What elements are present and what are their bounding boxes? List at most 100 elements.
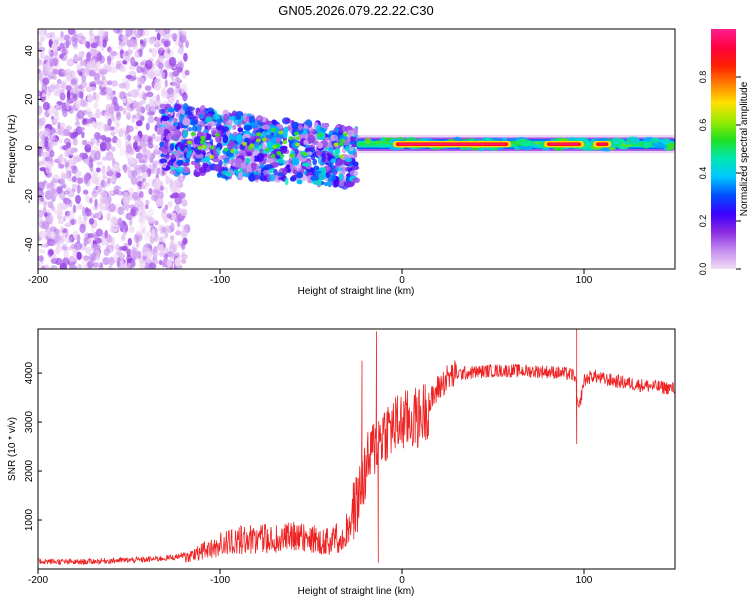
heatmap-cell [338, 173, 344, 182]
heatmap-cell [166, 87, 174, 95]
heatmap-cell [40, 243, 48, 248]
heatmap-cell [57, 202, 64, 212]
heatmap-cell [122, 59, 128, 65]
heatmap-cell [98, 202, 104, 210]
heatmap-cell [83, 174, 89, 184]
heatmap-cell [122, 195, 130, 206]
spectrogram-x-tick-label: 100 [576, 275, 593, 286]
heatmap-cell [70, 243, 78, 250]
heatmap-cell [66, 170, 70, 180]
heatmap-cell [69, 218, 77, 225]
heatmap-cell [131, 170, 138, 178]
heatmap-cell [197, 145, 203, 150]
heatmap-cell [233, 169, 239, 174]
heatmap-cell [57, 178, 65, 185]
heatmap-cell [171, 32, 178, 41]
heatmap-cell [94, 35, 101, 40]
heatmap-cell [181, 251, 186, 257]
heatmap-cell [256, 153, 264, 162]
heatmap-cell [170, 143, 175, 151]
spectrogram-y-tick-label: 20 [24, 93, 35, 105]
heatmap-cell [38, 209, 44, 218]
heatmap-cell [65, 142, 72, 149]
heatmap-cell [61, 79, 68, 84]
heatmap-cell [173, 204, 181, 215]
heatmap-cell [150, 37, 156, 44]
heatmap-cell [142, 93, 147, 101]
heatmap-cell [134, 199, 140, 205]
heatmap-cell [291, 121, 300, 130]
heatmap-cell [110, 227, 119, 233]
heatmap-cell [125, 144, 133, 154]
heatmap-cell [118, 206, 123, 215]
heatmap-cell [88, 236, 93, 245]
heatmap-cell [119, 64, 126, 73]
heatmap-cell [38, 249, 46, 254]
heatmap-cell [304, 147, 312, 153]
heatmap-cell [289, 153, 295, 158]
heatmap-cell [82, 189, 89, 195]
spectrogram-x-tick-label: 0 [399, 275, 405, 286]
heatmap-cell [145, 199, 150, 206]
heatmap-cell [86, 51, 92, 62]
colorbar-tick-label: 0.8 [698, 71, 708, 84]
heatmap-cell [178, 38, 184, 49]
heatmap-cell [296, 171, 303, 179]
heatmap-cell [90, 150, 95, 159]
heatmap-cell [78, 71, 84, 77]
heatmap-cell [171, 92, 179, 99]
heatmap-cell [383, 137, 392, 142]
heatmap-cell [46, 208, 51, 215]
heatmap-cell [202, 162, 209, 169]
heatmap-cell [76, 233, 81, 244]
heatmap-cell [310, 175, 319, 181]
heatmap-cell [295, 142, 301, 147]
heatmap-cell [51, 82, 56, 90]
heatmap-cell [242, 173, 250, 178]
heatmap-cell [166, 259, 173, 268]
heatmap-cell [72, 29, 77, 36]
heatmap-cell [279, 145, 288, 150]
heatmap-cell [178, 31, 183, 41]
heatmap-cell [214, 132, 220, 137]
heatmap-cell [172, 117, 178, 124]
heatmap-cell [128, 218, 133, 226]
heatmap-cell [349, 170, 359, 177]
heatmap-cell [57, 219, 64, 225]
heatmap-cell [96, 167, 101, 173]
heatmap-cell [306, 151, 313, 156]
heatmap-cell [94, 150, 101, 161]
heatmap-cell [195, 124, 203, 132]
heatmap-cell [38, 255, 44, 262]
heatmap-cell [144, 85, 152, 92]
heatmap-cell [123, 163, 128, 174]
heatmap-cell [95, 228, 103, 237]
heatmap-cell [204, 156, 211, 162]
heatmap-cell [128, 164, 132, 174]
heatmap-cell [107, 67, 112, 73]
heatmap-cell [265, 158, 274, 163]
heatmap-cell [90, 137, 96, 145]
heatmap-cell [321, 153, 326, 163]
heatmap-cell [163, 29, 171, 34]
heatmap-cell [148, 99, 154, 107]
heatmap-cell [59, 181, 67, 187]
heatmap-cell [167, 108, 175, 113]
heatmap-cell [141, 134, 150, 141]
heatmap-cell [246, 151, 252, 156]
heatmap-cell [222, 134, 229, 144]
heatmap-cell [84, 144, 92, 153]
heatmap-cell [106, 94, 111, 100]
heatmap-cell [125, 107, 132, 117]
heatmap-cell [71, 175, 77, 183]
heatmap-cell [148, 48, 153, 53]
heatmap-cell [279, 153, 285, 158]
heatmap-cell [38, 130, 45, 140]
heatmap-cell [643, 142, 651, 147]
heatmap-cell [261, 130, 268, 137]
heatmap-cell [206, 143, 212, 148]
heatmap-cell [164, 185, 169, 195]
heatmap-cell [107, 118, 112, 127]
heatmap-cell [106, 177, 111, 185]
spectrogram-x-ticks: -200 -100 0 100 [28, 269, 593, 286]
